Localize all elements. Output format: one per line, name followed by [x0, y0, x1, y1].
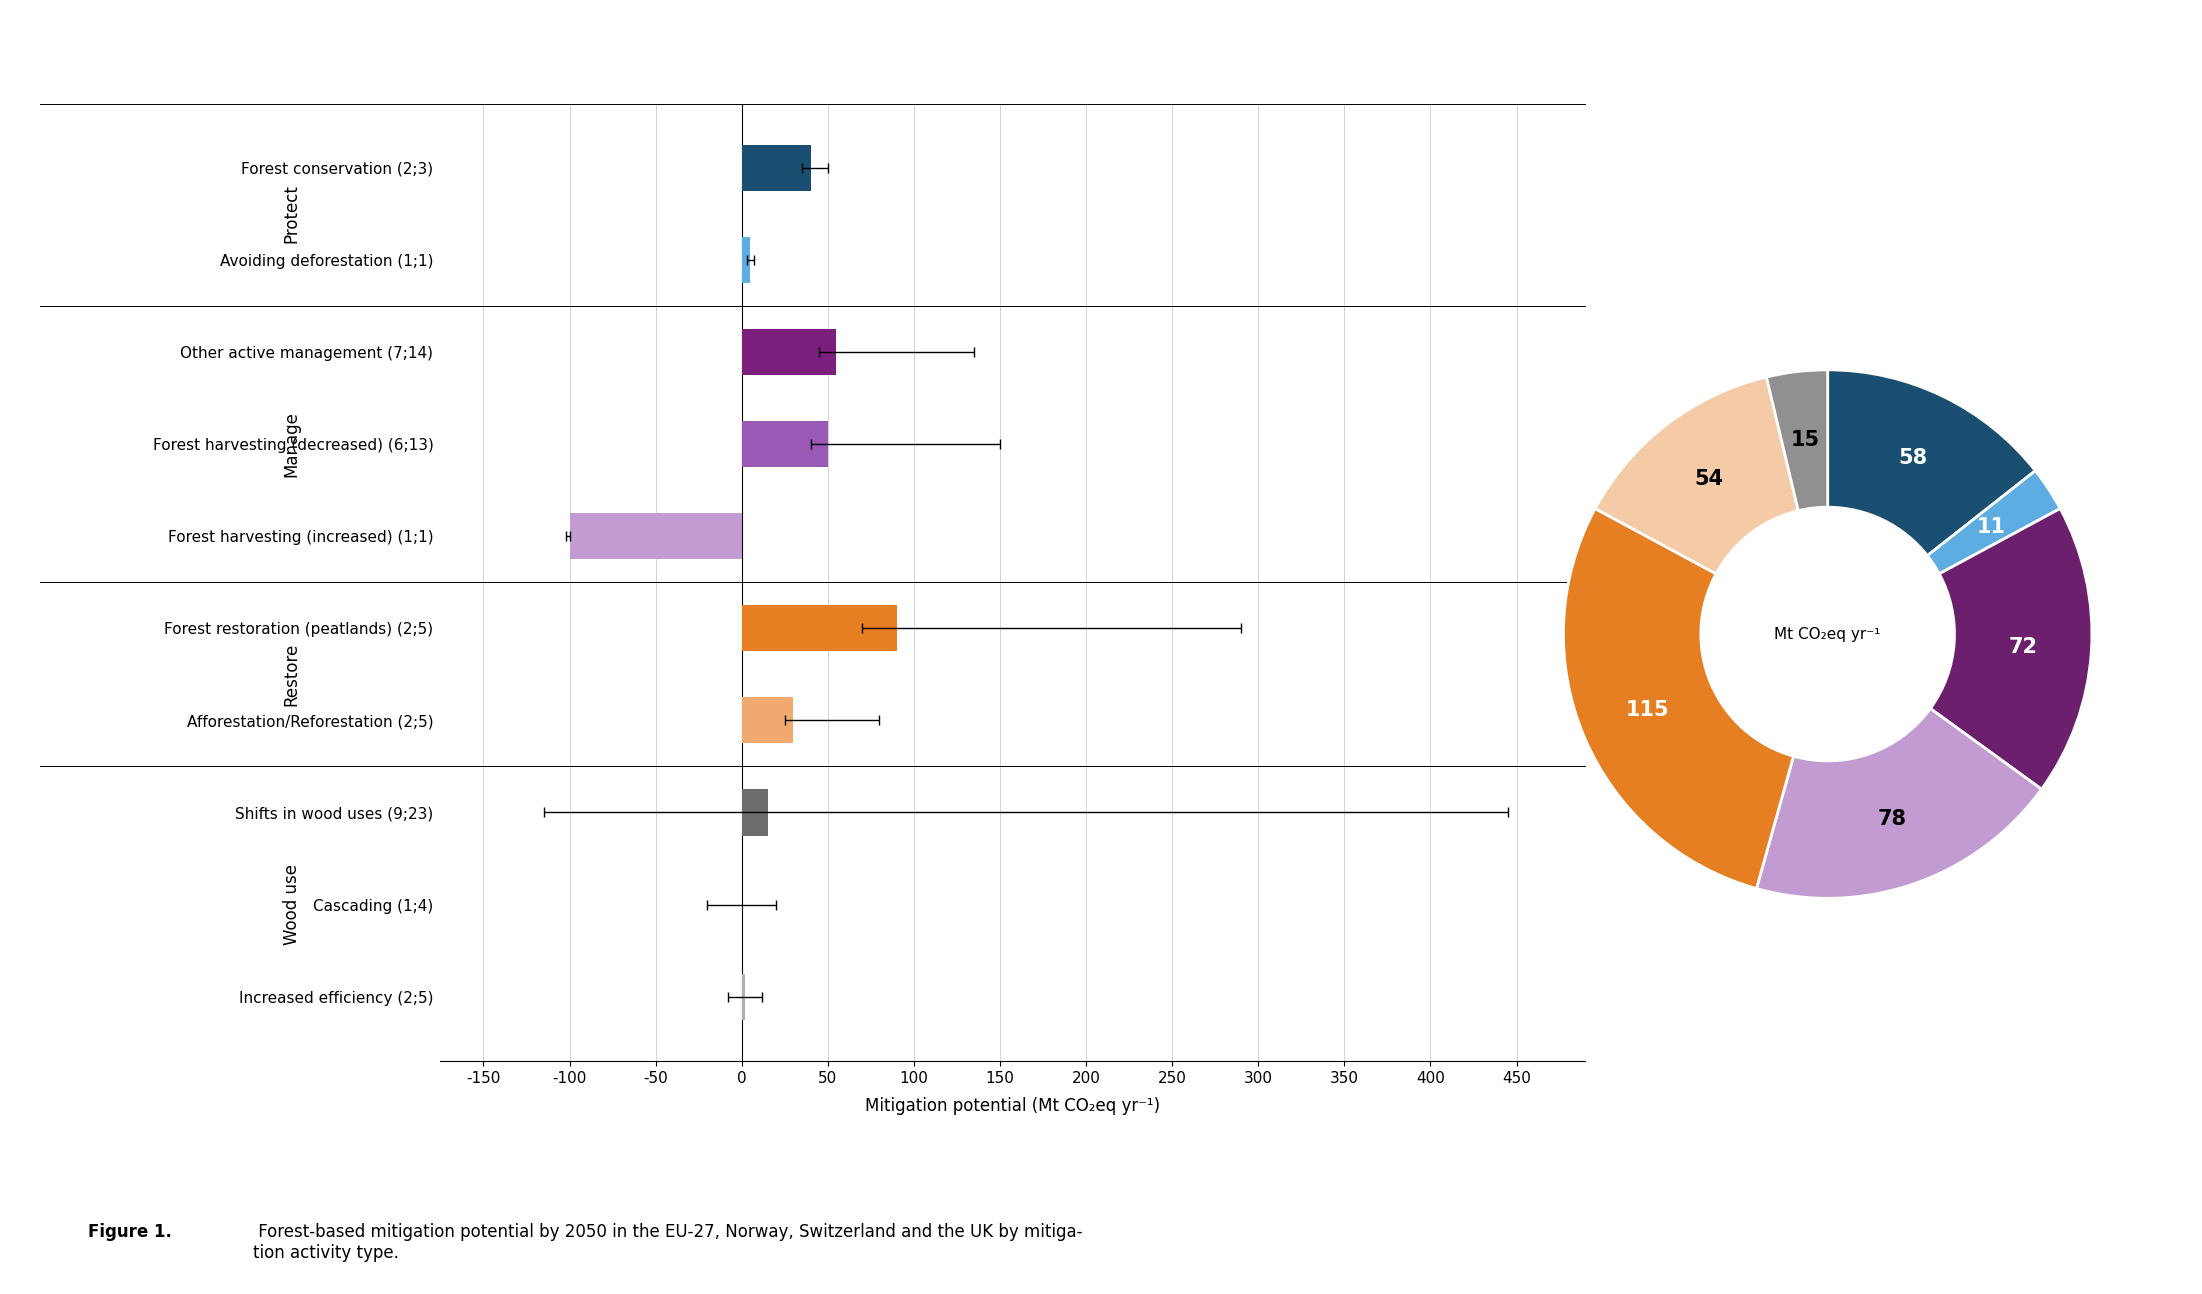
- Text: 115: 115: [1625, 700, 1669, 721]
- Bar: [742, 329, 837, 375]
- Text: Restore: Restore: [282, 643, 299, 707]
- Wedge shape: [1766, 370, 1828, 511]
- Text: Wood use: Wood use: [282, 864, 299, 945]
- Wedge shape: [1931, 509, 2092, 789]
- Text: Mt CO₂eq yr⁻¹: Mt CO₂eq yr⁻¹: [1775, 626, 1881, 642]
- Text: 15: 15: [1790, 430, 1819, 450]
- Bar: [742, 973, 744, 1020]
- Wedge shape: [1927, 471, 2061, 573]
- X-axis label: Mitigation potential (Mt CO₂eq yr⁻¹): Mitigation potential (Mt CO₂eq yr⁻¹): [865, 1097, 1160, 1115]
- Wedge shape: [1828, 370, 2035, 555]
- Text: 58: 58: [1898, 448, 1927, 468]
- Text: Forest-based mitigation potential by 2050 in the EU-27, Norway, Switzerland and : Forest-based mitigation potential by 205…: [253, 1223, 1083, 1262]
- Bar: [742, 421, 828, 467]
- Wedge shape: [1563, 509, 1792, 889]
- Text: 72: 72: [2008, 637, 2037, 657]
- Text: 78: 78: [1878, 809, 1907, 828]
- Wedge shape: [1757, 709, 2041, 898]
- Text: Protect: Protect: [282, 185, 299, 243]
- Text: Manage: Manage: [282, 411, 299, 477]
- Bar: [742, 237, 751, 283]
- Text: 54: 54: [1693, 468, 1724, 489]
- Bar: [742, 789, 768, 836]
- Text: 11: 11: [1977, 516, 2006, 537]
- Wedge shape: [1594, 377, 1799, 573]
- Bar: [742, 145, 810, 192]
- Bar: [742, 606, 896, 651]
- Bar: [742, 697, 793, 744]
- Text: Figure 1.: Figure 1.: [88, 1223, 172, 1241]
- Bar: [570, 514, 742, 559]
